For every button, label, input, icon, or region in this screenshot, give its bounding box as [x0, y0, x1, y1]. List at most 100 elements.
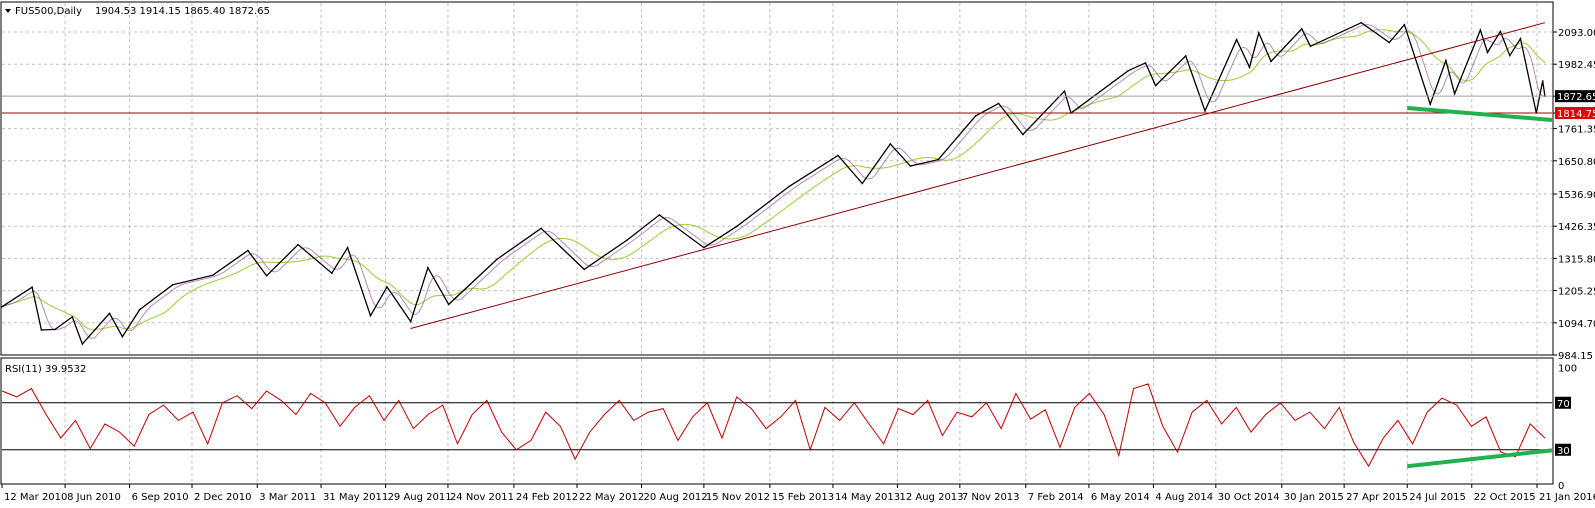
x-tick-label: 12 Aug 2013 — [899, 492, 963, 503]
price-point — [31, 286, 33, 288]
main-pane[interactable] — [0, 1, 1554, 356]
price-point — [1541, 80, 1544, 82]
price-divergence-line — [1407, 106, 1553, 122]
chart-marks — [1, 21, 1553, 469]
x-tick-label: 15 Nov 2012 — [706, 492, 770, 503]
y-tick-label: 984.15 — [1558, 351, 1593, 362]
price-point — [1248, 66, 1251, 69]
price-point — [1, 305, 3, 308]
price-point — [1154, 84, 1157, 87]
y-tick-label: 2093.00 — [1558, 28, 1595, 39]
price-point — [1445, 59, 1447, 62]
price-point — [1301, 27, 1303, 30]
y-tick-label: 1814.75 — [1557, 109, 1595, 120]
rsi-pane[interactable] — [0, 357, 1554, 485]
x-tick-label: 14 May 2013 — [835, 492, 900, 503]
price-point — [889, 143, 892, 145]
price-point — [447, 303, 450, 306]
price-point — [626, 239, 628, 241]
price-point — [71, 316, 74, 318]
price-point — [1508, 54, 1511, 57]
price-point — [1403, 23, 1406, 26]
price-point — [1258, 32, 1260, 34]
x-tick-label: 24 Jul 2015 — [1409, 492, 1466, 503]
price-point — [386, 286, 388, 288]
price-point — [1127, 69, 1130, 72]
price-point — [736, 225, 738, 228]
rsi-series — [1, 383, 1546, 468]
price-point — [703, 246, 705, 249]
price-point — [1486, 51, 1489, 54]
price-point — [54, 328, 56, 331]
price-point — [346, 246, 349, 249]
price-point — [1453, 92, 1456, 95]
price-point — [1063, 90, 1066, 92]
price-point — [265, 275, 268, 277]
price-point — [1022, 133, 1024, 136]
price-point — [937, 158, 940, 161]
price-point — [837, 154, 839, 157]
y-tick-label: 1536.90 — [1558, 190, 1595, 201]
price-point — [1184, 55, 1187, 57]
y-tick-label: 1650.80 — [1558, 157, 1595, 168]
rsi-level-box — [1555, 443, 1571, 456]
x-tick-label: 6 Sep 2010 — [132, 492, 189, 503]
price-point — [658, 214, 661, 216]
price-point — [427, 266, 429, 269]
price-point — [247, 249, 249, 252]
x-tick-label: 8 Jun 2010 — [67, 492, 121, 503]
price-point — [1270, 60, 1272, 63]
price-label-box — [1555, 90, 1595, 103]
price-point — [81, 343, 84, 345]
x-tick-label: 15 Feb 2013 — [772, 492, 834, 503]
price-point — [1429, 103, 1431, 106]
trendline — [410, 22, 1546, 330]
y-tick-label: 1982.45 — [1558, 60, 1595, 71]
symbol-label: FUS500,Daily — [15, 6, 82, 17]
rsi-divergence-line — [1407, 448, 1553, 469]
price-point — [495, 258, 498, 261]
axes: 12 Mar 2010 8 Jun 2010 6 Sep 2010 2 Dec 201… — [1, 28, 1595, 503]
price-point — [974, 115, 977, 117]
x-tick-label: 3 Mar 2011 — [259, 492, 316, 503]
x-tick-label: 27 Apr 2015 — [1346, 492, 1408, 503]
rsi-y-tick-label: 100 — [1558, 364, 1577, 375]
price-point — [1144, 62, 1147, 64]
x-tick-label: 30 Oct 2014 — [1218, 492, 1280, 503]
price-point — [1388, 41, 1391, 44]
rsi-y-tick-label: 0 — [1558, 481, 1564, 492]
price-point — [1204, 110, 1206, 112]
price-point — [997, 102, 1000, 105]
x-tick-label: 24 Feb 2012 — [516, 492, 578, 503]
price-series — [1, 21, 1546, 346]
price-point — [1479, 29, 1482, 31]
x-tick-label: 31 May 2011 — [323, 492, 388, 503]
grid — [2, 3, 1552, 484]
price-point — [121, 335, 124, 338]
y-tick-label: 1761.35 — [1558, 125, 1595, 136]
x-tick-label: 4 Aug 2014 — [1155, 492, 1213, 503]
dropdown-triangle-icon[interactable] — [5, 9, 11, 13]
rsi-label: RSI(11) 39.9532 — [5, 364, 86, 375]
price-point — [108, 312, 111, 315]
x-tick-label: 22 Oct 2015 — [1474, 492, 1536, 503]
price-label-box — [1555, 107, 1595, 120]
price-point — [1519, 37, 1522, 40]
x-tick-label: 22 May 2012 — [579, 492, 644, 503]
price-point — [540, 227, 542, 230]
rsi-y-tick-label: 30 — [1557, 446, 1570, 457]
price-point — [409, 320, 412, 323]
price-point — [171, 284, 174, 286]
ohlc-values: 1904.53 1914.15 1865.40 1872.65 — [95, 6, 270, 17]
x-tick-label: 7 Nov 2013 — [962, 492, 1020, 503]
rsi-y-tick-label: 70 — [1557, 399, 1570, 410]
price-point — [138, 308, 141, 311]
x-tick-label: 2 Dec 2010 — [194, 492, 252, 503]
x-tick-label: 12 Mar 2010 — [4, 492, 67, 503]
price-point — [909, 165, 912, 167]
price-point — [861, 182, 864, 185]
x-tick-label: 24 Nov 2011 — [450, 492, 514, 503]
y-tick-label: 1205.25 — [1558, 287, 1595, 298]
price-point — [583, 268, 585, 271]
